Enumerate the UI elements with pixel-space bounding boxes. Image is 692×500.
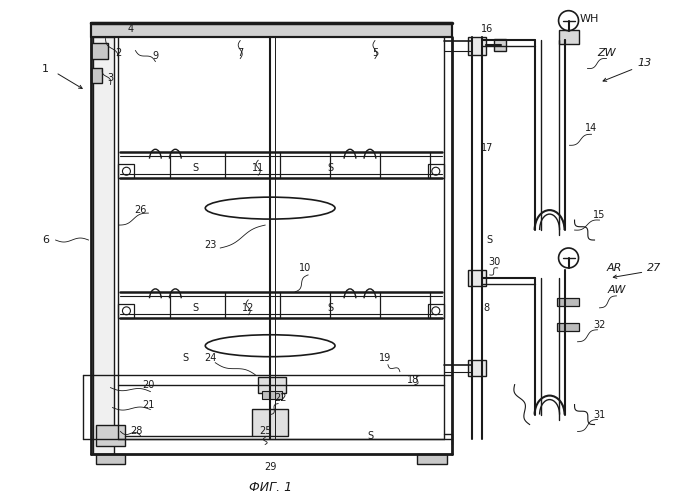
Bar bbox=[428, 164, 444, 178]
Bar bbox=[493, 38, 506, 50]
Text: S: S bbox=[327, 163, 333, 173]
Text: S: S bbox=[327, 303, 333, 313]
Text: 15: 15 bbox=[593, 210, 606, 220]
Text: 29: 29 bbox=[264, 462, 276, 472]
Text: 1: 1 bbox=[42, 64, 49, 74]
Text: 17: 17 bbox=[480, 144, 493, 154]
Bar bbox=[417, 454, 447, 464]
Bar bbox=[93, 36, 114, 455]
Text: 25: 25 bbox=[259, 426, 271, 436]
Bar bbox=[558, 30, 579, 44]
Text: 8: 8 bbox=[484, 303, 490, 313]
Bar bbox=[468, 360, 486, 376]
Text: 21: 21 bbox=[143, 400, 154, 409]
Circle shape bbox=[122, 167, 130, 175]
Circle shape bbox=[432, 167, 440, 175]
Text: 14: 14 bbox=[585, 124, 598, 134]
Text: 5: 5 bbox=[372, 48, 378, 58]
Text: 27: 27 bbox=[647, 263, 662, 273]
Text: 6: 6 bbox=[42, 235, 49, 245]
Bar bbox=[91, 22, 452, 36]
Bar bbox=[468, 270, 486, 286]
Bar bbox=[556, 298, 579, 306]
Bar bbox=[91, 42, 109, 58]
Text: S: S bbox=[486, 235, 493, 245]
Text: 7: 7 bbox=[237, 48, 244, 58]
Text: AW: AW bbox=[608, 285, 626, 295]
Text: 11: 11 bbox=[252, 163, 264, 173]
Text: ZW: ZW bbox=[597, 48, 616, 58]
Bar bbox=[118, 164, 134, 178]
Text: S: S bbox=[182, 352, 188, 362]
Text: 10: 10 bbox=[299, 263, 311, 273]
Text: 9: 9 bbox=[152, 50, 158, 60]
Bar bbox=[556, 323, 579, 331]
Text: ФИГ. 1: ФИГ. 1 bbox=[248, 481, 292, 494]
Text: 31: 31 bbox=[593, 410, 606, 420]
Bar bbox=[118, 304, 134, 318]
Bar bbox=[95, 454, 125, 464]
Text: 26: 26 bbox=[134, 205, 147, 215]
Text: WH: WH bbox=[580, 14, 599, 24]
Bar bbox=[91, 68, 102, 84]
Text: 20: 20 bbox=[143, 380, 154, 390]
Text: 32: 32 bbox=[593, 320, 606, 330]
Text: S: S bbox=[192, 163, 199, 173]
Circle shape bbox=[558, 10, 579, 30]
Text: S: S bbox=[192, 303, 199, 313]
Bar bbox=[262, 390, 282, 398]
Text: 18: 18 bbox=[407, 374, 419, 384]
Text: 30: 30 bbox=[489, 257, 501, 267]
Circle shape bbox=[122, 307, 130, 315]
Text: 3: 3 bbox=[107, 74, 113, 84]
Bar bbox=[428, 304, 444, 318]
Text: 12: 12 bbox=[242, 303, 255, 313]
Text: AR: AR bbox=[607, 263, 622, 273]
Text: 4: 4 bbox=[127, 24, 134, 34]
Text: 23: 23 bbox=[204, 240, 217, 250]
Text: 16: 16 bbox=[480, 24, 493, 34]
Text: S: S bbox=[367, 432, 373, 442]
Bar bbox=[258, 376, 286, 392]
Text: 19: 19 bbox=[379, 352, 391, 362]
Text: 24: 24 bbox=[204, 352, 217, 362]
Circle shape bbox=[558, 248, 579, 268]
Text: 2: 2 bbox=[116, 48, 122, 58]
Bar bbox=[95, 424, 125, 446]
Bar bbox=[252, 408, 288, 436]
Bar bbox=[468, 36, 486, 54]
Circle shape bbox=[432, 307, 440, 315]
Text: 28: 28 bbox=[130, 426, 143, 436]
Text: 22: 22 bbox=[274, 392, 286, 402]
Text: 13: 13 bbox=[637, 58, 652, 68]
